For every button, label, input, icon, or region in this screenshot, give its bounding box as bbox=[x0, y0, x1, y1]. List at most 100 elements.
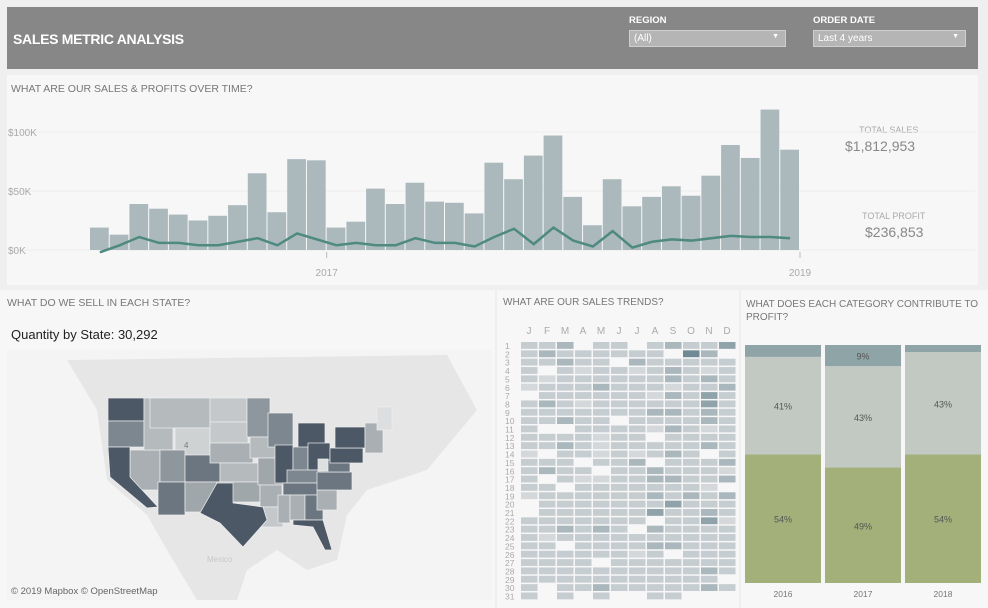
state-wa[interactable] bbox=[107, 397, 145, 422]
heatmap-cell bbox=[593, 458, 610, 466]
sales-bar bbox=[208, 215, 228, 250]
heatmap-cell bbox=[539, 542, 556, 550]
sales-bar bbox=[622, 206, 642, 250]
heatmap-cell bbox=[683, 450, 700, 458]
y-tick-label: $0K bbox=[8, 246, 26, 257]
map-attribution[interactable]: © 2019 Mapbox © OpenStreetMap bbox=[11, 586, 158, 597]
heatmap-cell bbox=[575, 433, 592, 441]
state-tx[interactable] bbox=[199, 482, 268, 548]
heatmap-cell bbox=[539, 517, 556, 525]
sales-bar bbox=[247, 173, 267, 250]
heatmap-cell bbox=[575, 358, 592, 366]
heatmap-cell bbox=[521, 525, 538, 533]
heatmap-cell bbox=[665, 392, 682, 399]
state-ny[interactable] bbox=[334, 426, 366, 449]
heatmap-cell bbox=[539, 442, 556, 450]
state-sd[interactable] bbox=[209, 421, 249, 444]
sales-bar bbox=[602, 179, 622, 250]
state-pa[interactable] bbox=[329, 447, 364, 464]
heatmap-cell bbox=[683, 517, 700, 525]
month-label: S bbox=[670, 326, 677, 337]
day-label: 30 bbox=[505, 583, 515, 593]
heatmap-cell bbox=[647, 425, 664, 433]
heatmap-cell bbox=[647, 375, 664, 383]
state-wv[interactable] bbox=[317, 458, 329, 472]
state-sc[interactable] bbox=[316, 489, 338, 511]
heatmap-cell bbox=[575, 567, 592, 575]
heatmap-cell bbox=[557, 534, 574, 541]
heatmap-cell bbox=[629, 417, 646, 424]
state-me[interactable] bbox=[376, 406, 393, 431]
heatmap-cell bbox=[575, 367, 592, 374]
heatmap-cell bbox=[575, 392, 592, 399]
heatmap-cell bbox=[665, 483, 682, 491]
heatmap-cell bbox=[557, 433, 574, 441]
state-az[interactable] bbox=[157, 481, 186, 516]
state-ne-states[interactable] bbox=[364, 422, 384, 454]
state-or[interactable] bbox=[107, 420, 145, 448]
heatmap-cell bbox=[701, 492, 718, 500]
segment-label: 54% bbox=[774, 515, 792, 525]
heatmap-cell bbox=[701, 367, 718, 374]
heatmap-cell bbox=[593, 534, 610, 541]
state-ca[interactable] bbox=[107, 446, 159, 509]
heatmap-cell bbox=[701, 392, 718, 399]
heatmap-cell bbox=[629, 383, 646, 391]
heatmap-cell bbox=[665, 342, 682, 349]
heatmap-cell bbox=[539, 433, 556, 441]
heatmap-cell bbox=[611, 517, 628, 525]
heatmap-cell bbox=[701, 400, 718, 408]
heatmap-cell bbox=[611, 483, 628, 491]
heatmap-cell bbox=[593, 383, 610, 391]
state-ks[interactable] bbox=[219, 462, 259, 483]
heatmap-cell bbox=[719, 467, 736, 475]
heatmap-cell bbox=[629, 375, 646, 383]
heatmap-cell bbox=[593, 375, 610, 383]
order-date-filter-dropdown[interactable]: Last 4 years ▼ bbox=[813, 30, 966, 47]
heatmap-cell bbox=[611, 467, 628, 475]
sales-bar bbox=[168, 214, 188, 250]
region-filter-dropdown[interactable]: (All) ▼ bbox=[629, 30, 786, 47]
heatmap-cell bbox=[575, 450, 592, 458]
state-al[interactable] bbox=[289, 494, 306, 521]
state-mt[interactable] bbox=[149, 397, 211, 429]
heatmap-cell bbox=[593, 559, 610, 566]
state-wi[interactable] bbox=[267, 412, 294, 448]
heatmap-cell bbox=[665, 525, 682, 533]
month-label: M bbox=[561, 326, 569, 337]
heatmap-cell bbox=[521, 458, 538, 466]
heatmap-cell bbox=[629, 400, 646, 408]
month-label: A bbox=[652, 326, 659, 337]
heatmap-cell bbox=[575, 483, 592, 491]
us-state-map[interactable]: 4 Mexico © 2019 Mapbox © OpenStreetMap bbox=[7, 350, 492, 600]
heatmap-cell bbox=[593, 584, 610, 591]
heatmap-cell bbox=[647, 567, 664, 575]
state-ms[interactable] bbox=[277, 494, 291, 524]
day-label: 7 bbox=[505, 391, 510, 401]
state-fl[interactable] bbox=[292, 519, 333, 551]
heatmap-cell bbox=[647, 517, 664, 525]
heatmap-cell bbox=[611, 350, 628, 358]
dashboard-header: SALES METRIC ANALYSIS REGION (All) ▼ ORD… bbox=[7, 7, 978, 69]
heatmap-cell bbox=[575, 500, 592, 508]
state-nd[interactable] bbox=[209, 397, 248, 423]
day-label: 28 bbox=[505, 566, 515, 576]
day-label: 4 bbox=[505, 366, 510, 376]
y-tick-label: $50K bbox=[8, 187, 32, 198]
sales-bar bbox=[287, 159, 306, 250]
order-date-filter-value: Last 4 years bbox=[818, 33, 873, 44]
heatmap-cell bbox=[593, 550, 610, 558]
state-nc[interactable] bbox=[316, 471, 353, 491]
heatmap-cell bbox=[701, 575, 718, 583]
state-ut[interactable] bbox=[159, 449, 186, 483]
x-tick-label: 2019 bbox=[789, 268, 812, 279]
heatmap-cell bbox=[719, 408, 736, 416]
heatmap-cell bbox=[521, 417, 538, 424]
heatmap-cell bbox=[719, 417, 736, 424]
panel-title: WHAT ARE OUR SALES & PROFITS OVER TIME? bbox=[11, 83, 253, 95]
heatmap-cell bbox=[665, 350, 682, 358]
state-mn[interactable] bbox=[246, 397, 271, 438]
state-ne[interactable] bbox=[209, 442, 254, 464]
heatmap-cell bbox=[701, 592, 718, 600]
heatmap-cell bbox=[647, 550, 664, 558]
